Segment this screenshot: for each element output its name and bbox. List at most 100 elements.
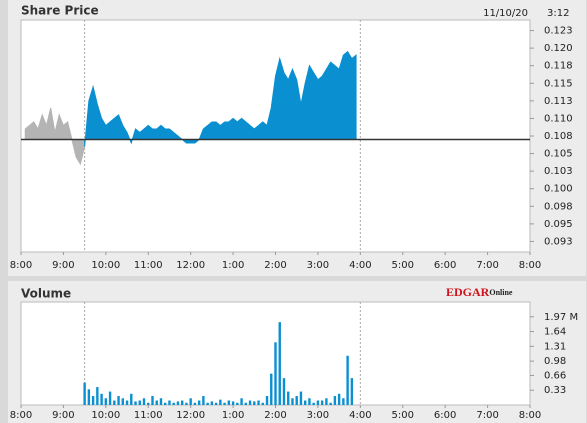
x-tick-label: 1:00 bbox=[222, 410, 244, 421]
x-tick-label: 6:00 bbox=[434, 410, 456, 421]
volume-bar bbox=[180, 400, 184, 405]
volume-bar bbox=[193, 402, 197, 405]
y-tick-label: 0.115 bbox=[544, 78, 573, 89]
volume-bar bbox=[236, 402, 239, 405]
volume-bar bbox=[151, 396, 154, 405]
volume-bar bbox=[130, 393, 133, 405]
y-tick-label: 0.113 bbox=[544, 96, 573, 107]
volume-bar bbox=[206, 402, 209, 405]
volume-bar bbox=[117, 396, 120, 405]
y-tick-label: 0.098 bbox=[544, 201, 573, 212]
volume-bar bbox=[172, 402, 175, 405]
volume-bar bbox=[240, 398, 243, 405]
volume-bar bbox=[337, 393, 341, 405]
volume-bar bbox=[164, 402, 167, 405]
x-tick-label: 8:00 bbox=[10, 410, 32, 421]
y-tick-label: 0.093 bbox=[544, 236, 573, 247]
y-tick-label: 0.118 bbox=[544, 61, 573, 72]
volume-bar bbox=[197, 400, 201, 405]
volume-bar bbox=[121, 398, 124, 405]
y-tick-label: 0.105 bbox=[544, 149, 573, 160]
volume-bar bbox=[295, 396, 298, 405]
volume-bar bbox=[244, 402, 248, 405]
volume-bar bbox=[350, 378, 354, 405]
volume-bar bbox=[113, 400, 116, 405]
y-tick-label: 0.120 bbox=[544, 43, 573, 54]
volume-bar bbox=[96, 387, 99, 405]
volume-bar bbox=[91, 396, 95, 405]
volume-bar bbox=[223, 402, 226, 405]
y-tick-label: 0.66 bbox=[544, 370, 566, 381]
price-area bbox=[24, 107, 86, 166]
volume-bar bbox=[278, 322, 281, 405]
volume-bar bbox=[316, 400, 320, 405]
volume-bar bbox=[282, 378, 286, 405]
chart-title: Share Price bbox=[21, 4, 99, 18]
volume-bar bbox=[231, 401, 235, 405]
volume-bar bbox=[312, 402, 315, 405]
volume-bar bbox=[333, 396, 337, 405]
x-tick-label: 1:00 bbox=[222, 260, 244, 271]
logo-suffix: Online bbox=[489, 288, 513, 297]
y-tick-label: 0.100 bbox=[544, 184, 573, 195]
volume-bar bbox=[253, 401, 256, 405]
price-area bbox=[84, 50, 357, 147]
date: 11/10/20 bbox=[483, 8, 528, 19]
volume-bar bbox=[185, 402, 188, 405]
x-tick-label: 7:00 bbox=[476, 410, 498, 421]
volume-bar bbox=[189, 398, 192, 405]
x-tick-label: 8:00 bbox=[519, 260, 541, 271]
x-tick-label: 6:00 bbox=[434, 260, 456, 271]
x-tick-label: 9:00 bbox=[52, 260, 74, 271]
volume-bar bbox=[87, 389, 91, 405]
volume-bar bbox=[134, 401, 137, 405]
x-tick-label: 5:00 bbox=[392, 410, 414, 421]
x-tick-label: 10:00 bbox=[91, 260, 120, 271]
y-tick-label: 0.110 bbox=[544, 113, 573, 124]
volume-bar bbox=[329, 402, 332, 405]
x-tick-label: 9:00 bbox=[52, 410, 74, 421]
volume-bar bbox=[214, 402, 218, 405]
logo: EDGAROnline bbox=[446, 285, 513, 299]
volume-bar bbox=[346, 355, 349, 405]
volume-bar bbox=[155, 400, 158, 405]
x-tick-label: 2:00 bbox=[264, 410, 286, 421]
volume-bar bbox=[287, 391, 290, 405]
volume-bar bbox=[227, 400, 231, 405]
x-tick-label: 3:00 bbox=[307, 410, 329, 421]
x-tick-label: 4:00 bbox=[349, 410, 371, 421]
time: 3:12 bbox=[547, 8, 569, 19]
volume-bar bbox=[83, 382, 86, 405]
volume-bar bbox=[168, 400, 171, 405]
volume-bar bbox=[270, 373, 273, 405]
x-tick-label: 8:00 bbox=[519, 410, 541, 421]
volume-bar bbox=[308, 398, 311, 405]
volume-bar bbox=[299, 391, 303, 405]
y-tick-label: 0.095 bbox=[544, 219, 573, 230]
volume-bar bbox=[202, 396, 205, 405]
y-tick-label: 1.97 M bbox=[544, 312, 578, 323]
y-tick-label: 1.64 bbox=[544, 327, 566, 338]
volume-bar bbox=[248, 400, 252, 405]
y-tick-label: 1.31 bbox=[544, 341, 566, 352]
volume-bar bbox=[108, 391, 112, 405]
logo-brand: EDGAR bbox=[446, 285, 490, 299]
volume-bar bbox=[142, 398, 146, 405]
y-tick-label: 0.33 bbox=[544, 385, 566, 396]
volume-bar bbox=[257, 400, 260, 405]
volume-bar bbox=[138, 400, 141, 405]
volume-bar bbox=[100, 393, 103, 405]
y-tick-label: 0.108 bbox=[544, 131, 573, 142]
x-tick-label: 10:00 bbox=[91, 410, 120, 421]
x-tick-label: 5:00 bbox=[392, 260, 414, 271]
y-tick-label: 0.123 bbox=[544, 26, 573, 37]
x-tick-label: 12:00 bbox=[176, 410, 205, 421]
volume-bar bbox=[210, 401, 214, 405]
volume-bar bbox=[159, 398, 163, 405]
volume-bar bbox=[342, 398, 345, 405]
volume-bar bbox=[147, 402, 150, 405]
y-tick-label: 0.103 bbox=[544, 166, 573, 177]
x-tick-label: 7:00 bbox=[476, 260, 498, 271]
volume-bar bbox=[261, 402, 264, 405]
